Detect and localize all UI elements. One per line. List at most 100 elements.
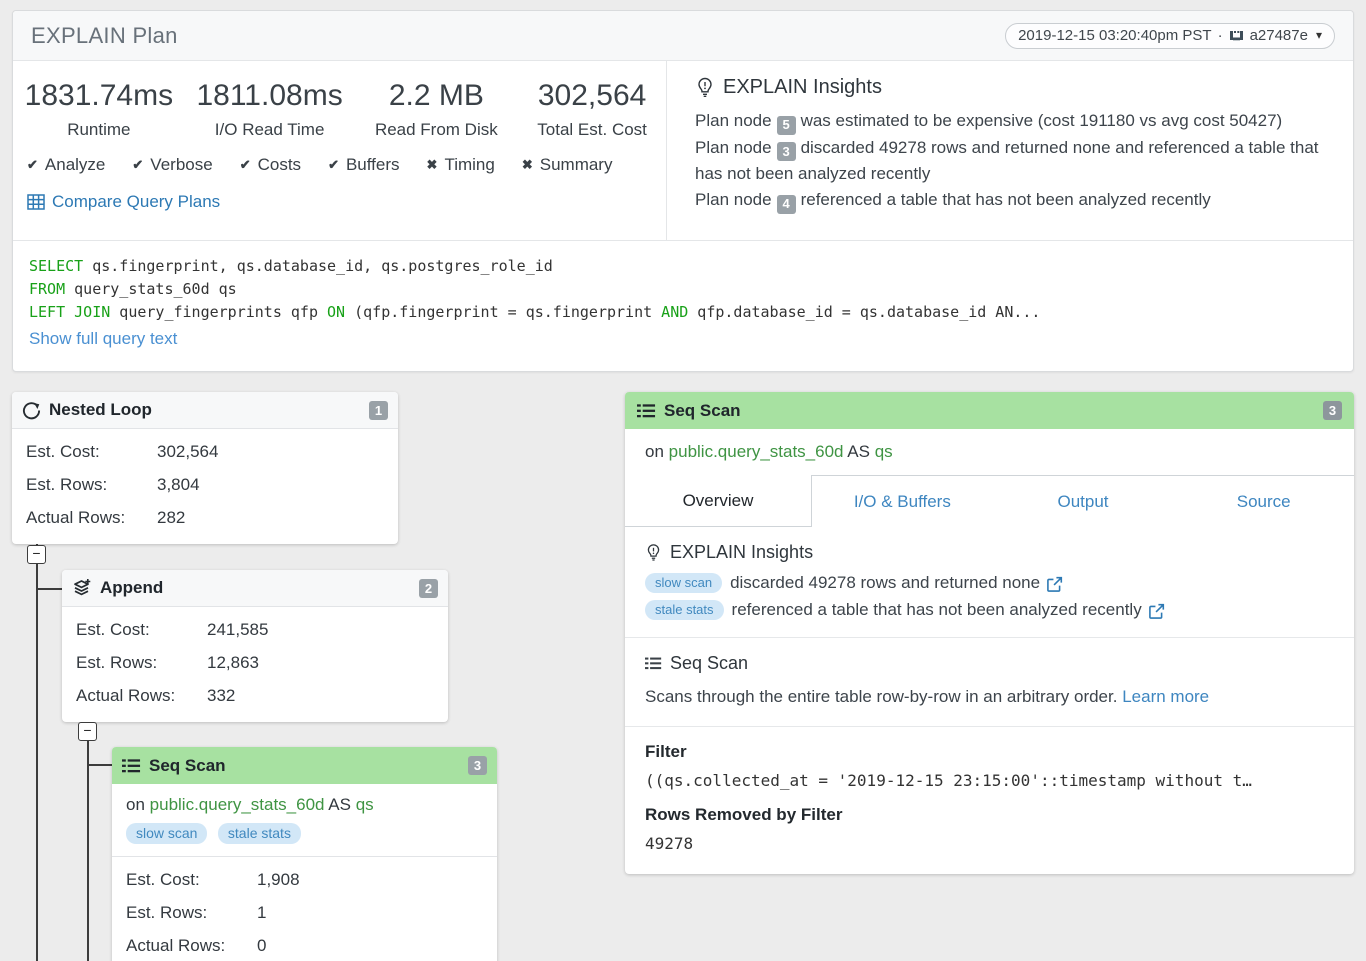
plan-node-badge[interactable]: 3: [776, 142, 796, 161]
insight-text: referenced a table that has not been ana…: [731, 600, 1142, 619]
sql-text: query_stats_60d qs: [65, 280, 237, 298]
collapse-node-button[interactable]: −: [78, 722, 97, 741]
node-number-badge: 3: [1323, 401, 1342, 420]
tree-connector-line: [37, 588, 62, 590]
check-icon: ✔: [132, 157, 144, 172]
node-title: Nested Loop: [49, 400, 152, 419]
title-bar: EXPLAIN Plan 2019-12-15 03:20:40pm PST ·…: [13, 11, 1353, 61]
node-stats: Est. Cost: 241,585 Est. Rows: 12,863 Actua…: [62, 607, 448, 722]
filter-section: Filter ((qs.collected_at = '2019-12-15 2…: [625, 727, 1354, 874]
stat-label: Est. Rows:: [126, 903, 208, 922]
insight-text: discarded 49278 rows and returned none a…: [695, 137, 1319, 184]
query-text-section: SELECT qs.fingerprint, qs.database_id, q…: [13, 241, 1353, 349]
stat-value: 302,564: [157, 442, 219, 461]
table-alias: qs: [874, 442, 893, 461]
detail-insights-section: EXPLAIN Insights slow scan discarded 492…: [625, 527, 1354, 638]
tab-overview[interactable]: Overview: [625, 475, 812, 527]
metric-read-from-disk: 2.2 MB Read From Disk: [354, 79, 518, 140]
insight-prefix: Plan node: [695, 137, 772, 157]
external-link-icon[interactable]: [1148, 603, 1165, 620]
plan-node-seq-scan[interactable]: Seq Scan 3 on public.query_stats_60d AS …: [112, 747, 497, 961]
insight-text: was estimated to be expensive (cost 1911…: [800, 111, 1283, 130]
plan-selector-button[interactable]: 2019-12-15 03:20:40pm PST · a27487e ▾: [1005, 22, 1335, 49]
table-name-link[interactable]: public.query_stats_60d: [668, 442, 844, 461]
external-link-icon[interactable]: [1046, 576, 1063, 593]
insight-item: stale stats referenced a table that has …: [645, 600, 1334, 620]
node-number-badge: 2: [419, 578, 438, 598]
separator-dot: ·: [1217, 26, 1223, 44]
insight-item: Plan node 5 was estimated to be expensive …: [695, 108, 1329, 135]
table-alias: qs: [355, 795, 374, 814]
learn-more-link[interactable]: Learn more: [1122, 687, 1210, 706]
tab-output[interactable]: Output: [992, 475, 1174, 527]
compare-query-plans-link[interactable]: Compare Query Plans: [27, 192, 220, 212]
stat-row: Est. Rows: 3,804: [26, 475, 384, 495]
detail-title: Seq Scan: [664, 400, 741, 420]
stat-label: Est. Rows:: [26, 475, 108, 494]
plan-node-nested-loop[interactable]: Nested Loop 1 Est. Cost: 302,564 Est. Row…: [12, 392, 398, 544]
check-icon: ✔: [239, 157, 251, 172]
node-header: Seq Scan 3: [112, 747, 497, 784]
tag-slow-scan[interactable]: slow scan: [645, 573, 723, 593]
stat-value: 282: [157, 508, 186, 527]
sql-keyword: AND: [661, 303, 689, 321]
stat-value: 332: [207, 686, 236, 705]
stat-row: Est. Cost: 302,564: [26, 442, 384, 462]
detail-header: Seq Scan 3: [625, 392, 1354, 429]
node-header: Append 2: [62, 570, 448, 607]
node-stats: Est. Cost: 1,908 Est. Rows: 1 Actual Rows:…: [112, 857, 497, 961]
seq-scan-rows-icon: [645, 657, 662, 670]
plan-node-append[interactable]: Append 2 Est. Cost: 241,585 Est. Rows: 12,…: [62, 570, 448, 722]
stats-left: 1831.74ms Runtime 1811.08ms I/O Read Tim…: [13, 61, 667, 240]
metric-label: Read From Disk: [374, 120, 498, 139]
tag-stale-stats[interactable]: stale stats: [217, 823, 301, 844]
sql-text: query_fingerprints qfp: [110, 303, 328, 321]
metric-label: Runtime: [67, 120, 131, 139]
option-timing: ✖ Timing: [427, 155, 495, 175]
metric-total-est-cost: 302,564 Total Est. Cost: [518, 79, 666, 140]
tag-slow-scan[interactable]: slow scan: [126, 823, 208, 844]
option-label: Costs: [257, 155, 302, 174]
stat-label: Est. Cost:: [76, 620, 150, 639]
as-label: AS: [847, 442, 870, 461]
sql-text: qfp.database_id = qs.database_id AN...: [688, 303, 1041, 321]
stat-value: 12,863: [207, 653, 259, 672]
table-name-link[interactable]: public.query_stats_60d: [149, 795, 325, 814]
cross-icon: ✖: [426, 157, 438, 172]
plan-node-badge[interactable]: 4: [776, 194, 796, 214]
show-full-query-link[interactable]: Show full query text: [29, 329, 178, 348]
lightbulb-icon: [647, 544, 660, 561]
table-grid-icon: [27, 194, 45, 210]
table-reference: on public.query_stats_60d AS qs: [126, 795, 483, 815]
detail-tabs: Overview I/O & Buffers Output Source: [625, 475, 1355, 527]
insights-heading: EXPLAIN Insights: [695, 76, 1329, 99]
tab-source[interactable]: Source: [1173, 475, 1355, 527]
stat-value: 1,908: [257, 870, 300, 889]
stat-label: Est. Cost:: [126, 870, 200, 889]
sql-keyword: FROM: [29, 280, 66, 298]
rows-removed-title: Rows Removed by Filter: [645, 805, 843, 824]
tag-stale-stats[interactable]: stale stats: [645, 600, 724, 620]
node-table-info: on public.query_stats_60d AS qs slow sca…: [112, 784, 497, 857]
stat-value: 241,585: [207, 620, 269, 639]
insights-title: EXPLAIN Insights: [670, 542, 814, 562]
metric-runtime: 1831.74ms Runtime: [13, 79, 185, 140]
tab-io-buffers[interactable]: I/O & Buffers: [812, 475, 993, 527]
stat-label: Est. Cost:: [26, 442, 100, 461]
insight-text: referenced a table that has not been ana…: [800, 190, 1211, 209]
option-verbose: ✔ Verbose: [132, 155, 212, 175]
option-label: Timing: [444, 155, 495, 174]
insight-item: Plan node 3 discarded 49278 rows and retur…: [695, 135, 1329, 188]
stat-label: Actual Rows:: [126, 936, 226, 955]
node-stats: Est. Cost: 302,564 Est. Rows: 3,804 Actual…: [12, 429, 398, 544]
node-type-description-section: Seq Scan Scans through the entire table …: [625, 638, 1354, 727]
collapse-node-button[interactable]: −: [27, 545, 46, 564]
option-label: Buffers: [345, 155, 400, 174]
stat-value: 0: [257, 936, 267, 955]
sql-keyword: LEFT JOIN: [29, 303, 111, 321]
as-label: AS: [328, 795, 351, 814]
plan-id: a27487e: [1249, 26, 1308, 44]
node-title: Append: [100, 578, 164, 597]
plan-node-badge[interactable]: 5: [776, 115, 796, 135]
rows-removed-value: 49278: [645, 834, 694, 853]
